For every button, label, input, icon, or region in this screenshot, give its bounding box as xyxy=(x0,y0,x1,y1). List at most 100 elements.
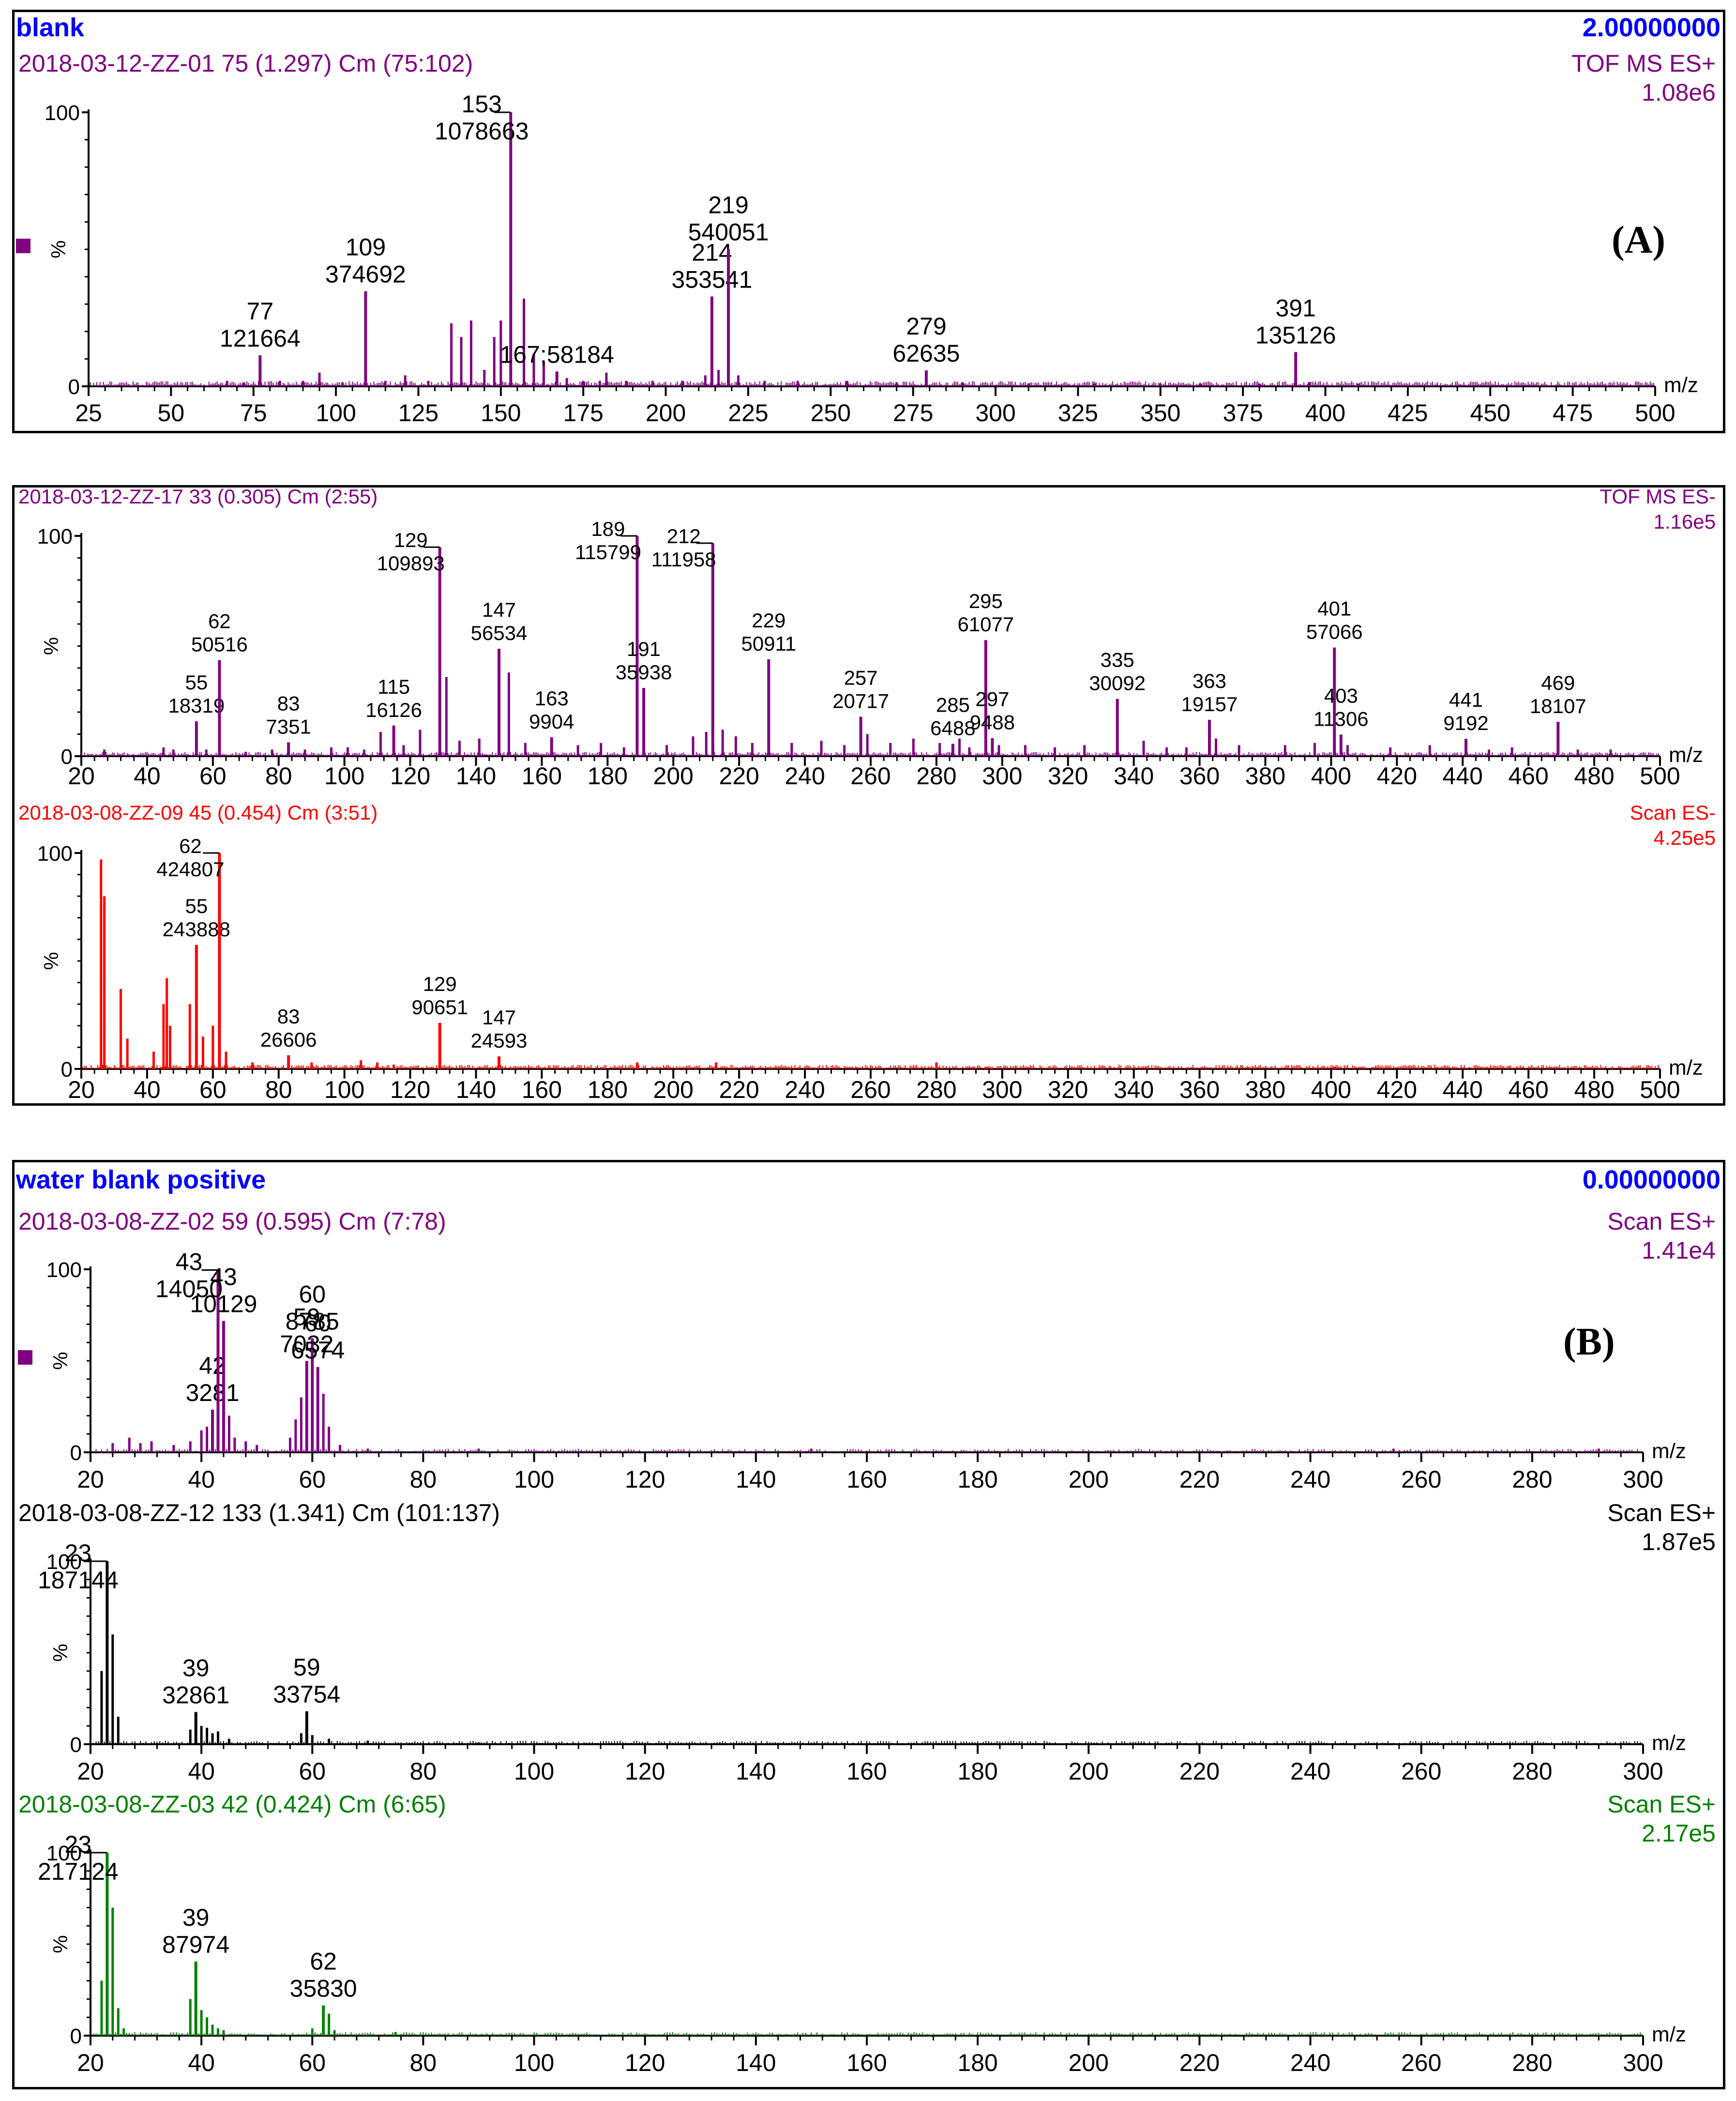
spectrum-header: 2018-03-12-ZZ-01 75 (1.297) Cm (75:102) xyxy=(18,50,473,77)
spectrum-scale-label: 2.17e5 xyxy=(1642,1820,1716,1847)
x-tick-label: 400 xyxy=(1311,1076,1351,1103)
spectrum-scale-label: 4.25e5 xyxy=(1654,826,1716,849)
peak-mass-label: 59 xyxy=(293,1654,320,1681)
x-tick-label: 300 xyxy=(982,762,1022,790)
peak-mass-label: 60 xyxy=(304,1309,332,1337)
peak-intensity-label: 11306 xyxy=(1313,707,1369,730)
peak-mass-label: 257 xyxy=(844,667,878,689)
peak-mass-label: 191 xyxy=(627,638,661,660)
x-tick-label: 40 xyxy=(188,2049,215,2076)
x-tick-label: 80 xyxy=(265,762,292,790)
peak-intensity-label: 32861 xyxy=(162,1681,229,1708)
peak-intensity-label: 33754 xyxy=(273,1681,340,1708)
x-tick-label: 240 xyxy=(785,1076,825,1103)
x-tick-label: 40 xyxy=(134,762,161,790)
x-tick-label: 75 xyxy=(240,399,267,426)
x-tick-label: 380 xyxy=(1245,1076,1285,1103)
peak-mass-label: 129 xyxy=(394,529,428,551)
peak-intensity-label: 20717 xyxy=(832,690,889,713)
x-tick-label: 120 xyxy=(390,762,430,790)
spectrum-mode-label: Scan ES+ xyxy=(1607,1499,1716,1526)
x-tick-label: 200 xyxy=(1069,1466,1109,1493)
x-tick-label: 440 xyxy=(1443,1076,1483,1103)
x-tick-label: 100 xyxy=(514,1466,554,1493)
x-tick-label: 180 xyxy=(588,762,628,790)
x-tick-label: 160 xyxy=(846,2049,887,2076)
peak-intensity-label: 50911 xyxy=(741,632,796,655)
peak-mass-label: 401 xyxy=(1317,597,1351,620)
spectrum-a3: 2018-03-08-ZZ-09 45 (0.454) Cm (3:51) Sca… xyxy=(18,801,1716,1103)
y-tick-label: 0 xyxy=(68,375,80,399)
peak-mass-label: 297 xyxy=(975,688,1009,711)
peak-mass-label: 335 xyxy=(1101,649,1134,671)
peak-intensity-label: 217124 xyxy=(38,1858,119,1885)
baseline-noise xyxy=(82,752,1659,756)
spectrum-header: 2018-03-12-ZZ-17 33 (0.305) Cm (2:55) xyxy=(18,485,377,508)
y-tick-label: 100 xyxy=(46,1550,82,1574)
peak-intensity-label: 24593 xyxy=(471,1029,528,1052)
x-tick-label: 420 xyxy=(1377,762,1417,790)
x-tick-label: 80 xyxy=(410,2049,437,2076)
x-tick-label: 460 xyxy=(1508,762,1548,790)
peak-intensity-label: 62635 xyxy=(892,340,960,367)
spectrum-mode-label: TOF MS ES- xyxy=(1600,485,1716,508)
x-tick-label: 100 xyxy=(514,1758,554,1785)
y-axis-label: % xyxy=(40,637,62,655)
peak-intensity-label: 7351 xyxy=(266,715,311,738)
peak-mass-label: 23 xyxy=(65,1831,92,1858)
peak-intensity-label: 9488 xyxy=(970,711,1015,734)
baseline-noise xyxy=(92,1448,1641,1452)
baseline-noise xyxy=(82,1065,1659,1069)
x-tick-label: 20 xyxy=(77,1758,104,1785)
x-tick-label: 140 xyxy=(736,1758,776,1785)
peak-intensity-label: 35830 xyxy=(290,1975,357,2002)
peak-mass-label: 115 xyxy=(377,675,410,698)
x-tick-label: 300 xyxy=(1623,1758,1663,1785)
spectrum-mode-label: TOF MS ES+ xyxy=(1571,50,1716,77)
peak-mass-label: 147 xyxy=(482,1006,516,1029)
peak-intensity-label: 35938 xyxy=(616,661,672,684)
peak-intensity-label: 121664 xyxy=(220,325,301,352)
peak-intensity-label: 18319 xyxy=(168,694,225,717)
x-tick-label: 450 xyxy=(1470,399,1510,426)
x-tick-label: 240 xyxy=(1290,2049,1330,2076)
y-axis-label: % xyxy=(47,240,70,258)
peak-intensity-label: 353541 xyxy=(672,266,753,293)
spectrum-b1: 2018-03-08-ZZ-02 59 (0.595) Cm (7:78) Sca… xyxy=(18,1208,1716,1493)
spectrum-mode-label: Scan ES- xyxy=(1630,801,1716,824)
baseline-noise xyxy=(90,381,1654,386)
baseline-noise xyxy=(92,2032,1641,2036)
peak-intensity-label: 6574 xyxy=(291,1337,345,1364)
peak-intensity-label: 19157 xyxy=(1181,693,1238,716)
x-tick-label: 80 xyxy=(265,1076,292,1103)
x-tick-label: 300 xyxy=(982,1076,1022,1103)
peak-mass-label: 43 xyxy=(210,1264,237,1291)
x-tick-label: 25 xyxy=(75,399,102,426)
peak-intensity-label: 87974 xyxy=(162,1931,229,1958)
peak-mass-label: 163 xyxy=(535,687,569,710)
x-tick-label: 400 xyxy=(1311,762,1351,790)
peak-mass-label: 391 xyxy=(1275,294,1315,321)
peak-mass-label: 77 xyxy=(247,298,274,325)
spectrum-mode-label: Scan ES+ xyxy=(1607,1791,1716,1818)
y-tick-label: 100 xyxy=(45,101,80,125)
x-tick-label: 100 xyxy=(324,1076,364,1103)
peak-intensity-label: 7032 xyxy=(280,1330,333,1357)
x-tick-label: 500 xyxy=(1640,762,1680,790)
panel-a-lower-frame xyxy=(12,485,1725,1106)
y-axis-label: % xyxy=(49,1352,72,1370)
spectrum-scale-label: 1.16e5 xyxy=(1654,510,1716,533)
peak-intensity-label: 18107 xyxy=(1530,695,1586,717)
x-tick-label: 125 xyxy=(398,399,438,426)
x-tick-label: 220 xyxy=(719,1076,759,1103)
panel-b-tag: (B) xyxy=(1563,1321,1615,1363)
peak-intensity-label: 90651 xyxy=(411,996,468,1019)
x-tick-label: 260 xyxy=(850,762,891,790)
peak-intensity-label: 3281 xyxy=(185,1379,239,1406)
x-tick-label: 20 xyxy=(68,762,95,790)
spectrum-a2: 2018-03-12-ZZ-17 33 (0.305) Cm (2:55) TOF… xyxy=(18,485,1716,790)
peak-mass-label: 363 xyxy=(1193,670,1226,692)
x-tick-label: 20 xyxy=(68,1076,95,1103)
y-tick-label: 100 xyxy=(46,1258,82,1282)
x-tick-label: 240 xyxy=(1290,1758,1330,1785)
